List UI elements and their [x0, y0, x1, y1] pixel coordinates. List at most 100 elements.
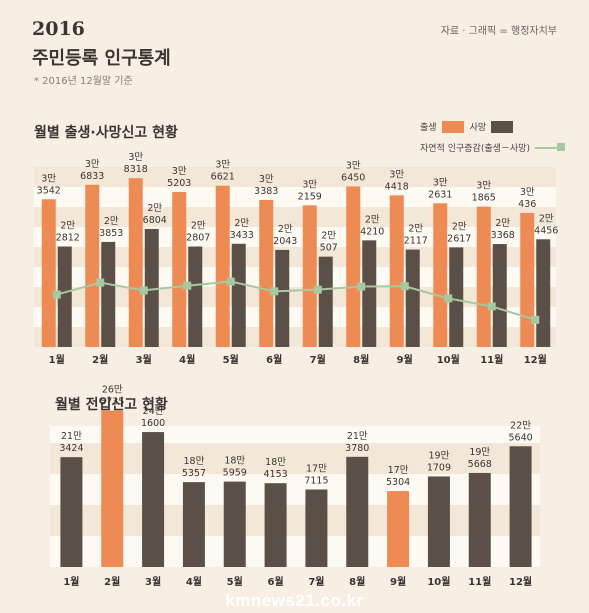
- chart2-x-tick: 1월: [63, 576, 79, 588]
- death-bar: [188, 246, 203, 347]
- chart1-band: [34, 167, 556, 187]
- death-bar: [144, 228, 159, 347]
- death-label-unit: 2만: [278, 224, 293, 235]
- birth-bar: [172, 191, 187, 347]
- chart2-x-tick: 5월: [227, 576, 243, 588]
- death-bar: [57, 246, 72, 347]
- chart1-x-tick: 4월: [179, 354, 195, 366]
- legend-birth-label: 출생: [420, 123, 437, 133]
- birth-label-unit: 3만: [259, 174, 274, 185]
- move-in-label-unit: 19만: [428, 450, 449, 461]
- chart2-band: [50, 536, 540, 567]
- chart1-band: [34, 207, 556, 227]
- death-label-unit: 2만: [495, 218, 510, 229]
- birth-label-value: 436: [518, 199, 536, 210]
- chart1-x-tick: 6월: [266, 354, 282, 366]
- move-in-label-value: 5304: [386, 477, 410, 488]
- birth-bar: [476, 206, 491, 347]
- death-label-unit: 2만: [321, 231, 336, 242]
- move-in-label-unit: 18만: [265, 457, 286, 468]
- birth-label-value: 6833: [80, 171, 104, 182]
- birth-bar: [85, 184, 100, 347]
- birth-bar: [433, 203, 448, 347]
- birth-bar: [346, 186, 361, 347]
- death-bar: [101, 241, 116, 347]
- chart2-x-tick: 3월: [145, 576, 161, 588]
- birth-label-value: 8318: [124, 164, 148, 175]
- chart2-x-tick: 12월: [509, 576, 532, 588]
- birth-label-value: 6450: [341, 172, 365, 183]
- death-label-value: 2807: [186, 233, 210, 244]
- move-in-label-unit: 17만: [388, 465, 409, 476]
- move-in-bar: [387, 491, 410, 567]
- chart2-x-tick: 2월: [104, 576, 120, 588]
- birth-label-value: 6621: [211, 172, 235, 183]
- birth-label-unit: 3만: [476, 181, 491, 192]
- chart2-band: [50, 426, 540, 443]
- death-bar: [231, 243, 246, 347]
- move-in-bar: [60, 457, 83, 567]
- birth-label-unit: 3만: [172, 166, 187, 177]
- chart1-band: [34, 187, 556, 207]
- birth-label-unit: 3만: [41, 173, 56, 184]
- death-label-unit: 2만: [147, 203, 162, 214]
- watermark: kmnews21.co.kr: [225, 591, 364, 610]
- birth-label-unit: 3만: [346, 160, 361, 171]
- chart1-x-tick: 8월: [353, 354, 369, 366]
- chart2-x-tick: 11월: [468, 576, 491, 588]
- birth-label-unit: 3만: [128, 152, 143, 163]
- birth-death-chart-title: 월별 출생·사망신고 현황: [34, 125, 178, 141]
- death-label-unit: 2만: [408, 224, 423, 235]
- legend-line: 자연적 인구증감(출생－사망): [420, 141, 565, 154]
- move-in-label-unit: 18만: [183, 456, 204, 467]
- death-label-value: 4456: [534, 225, 558, 236]
- death-label-unit: 2만: [365, 214, 380, 225]
- chart1-x-tick: 9월: [397, 354, 413, 366]
- move-in-label-unit: 17만: [306, 463, 327, 474]
- move-in-chart-title: 월별 전입신고 현황: [55, 397, 168, 413]
- move-in-label-value: 5735: [100, 397, 124, 408]
- legend-birth-swatch: [441, 120, 464, 133]
- birth-label-unit: 3만: [389, 169, 404, 180]
- chart1-x-tick: 2월: [92, 354, 108, 366]
- birth-label-value: 3542: [37, 185, 61, 196]
- move-in-label-value: 7115: [304, 475, 328, 486]
- birth-bar: [520, 212, 535, 347]
- birth-bar: [389, 195, 404, 347]
- death-label-unit: 2만: [191, 221, 206, 232]
- death-label-unit: 2만: [539, 213, 554, 224]
- move-in-bar: [427, 476, 450, 567]
- natural-change-point: [487, 302, 496, 311]
- move-in-label-unit: 18만: [224, 456, 245, 467]
- birth-label-value: 5203: [167, 178, 191, 189]
- move-in-label-unit: 26만: [102, 385, 123, 396]
- chart2-x-tick: 7월: [308, 576, 324, 588]
- move-in-label-value: 1709: [427, 462, 451, 473]
- natural-change-point: [96, 278, 105, 287]
- birth-bar: [128, 178, 143, 347]
- chart1-x-tick: 1월: [49, 354, 65, 366]
- chart1-band: [34, 307, 556, 327]
- death-bar: [536, 239, 551, 347]
- birth-label-unit: 3만: [302, 179, 317, 190]
- death-bar: [275, 249, 290, 347]
- natural-change-point: [313, 285, 322, 294]
- natural-change-point: [183, 281, 192, 290]
- title-year: 2016: [32, 18, 85, 40]
- birth-death-chart: 3만35422만28121월3만68332만38532월3만83182만6804…: [34, 152, 558, 366]
- natural-change-point: [444, 294, 453, 303]
- chart2-x-tick: 8월: [349, 576, 365, 588]
- move-in-label-unit: 24만: [143, 406, 164, 417]
- move-in-bar: [468, 472, 491, 567]
- death-bar: [492, 244, 507, 347]
- chart2-band: [50, 505, 540, 536]
- chart1-band: [34, 247, 556, 267]
- death-label-value: 3853: [99, 228, 123, 239]
- death-label-value: 507: [320, 243, 338, 254]
- chart2-x-tick: 6월: [267, 576, 283, 588]
- death-label-value: 6804: [143, 215, 167, 226]
- chart2-band: [50, 443, 540, 474]
- birth-label-value: 1865: [472, 193, 496, 204]
- natural-change-point: [400, 282, 409, 291]
